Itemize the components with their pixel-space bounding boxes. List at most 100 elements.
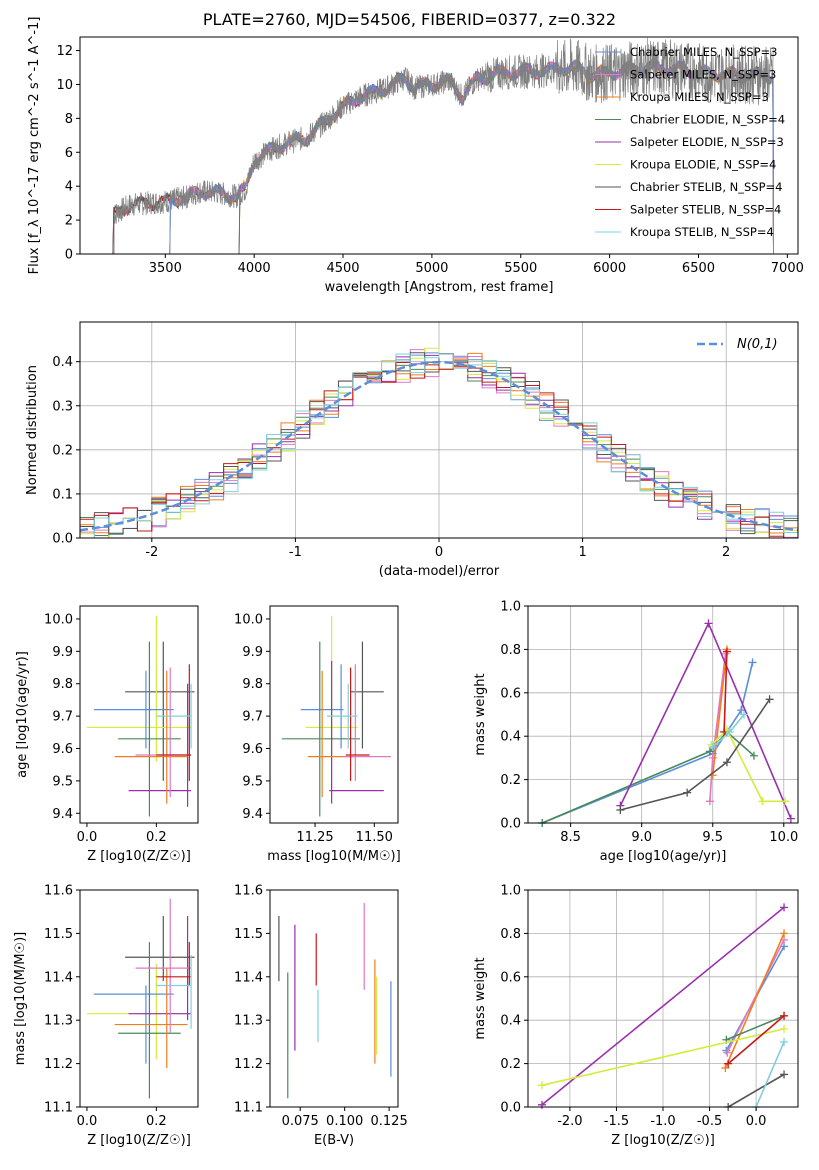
legend-label: Kroupa STELIB, N_SSP=4: [630, 225, 774, 239]
y-tick-label: 11.1: [44, 1101, 73, 1116]
y-tick-label: 9.9: [52, 645, 73, 660]
y-tick-label: 2: [65, 214, 73, 229]
x-tick-label: 11.50: [356, 830, 393, 845]
x-axis-label: mass [log10(M/M☉)]: [267, 849, 400, 864]
y-tick-label: 1.0: [500, 600, 521, 615]
x-tick-label: 0.100: [326, 1114, 363, 1129]
y-tick-label: 11.6: [234, 884, 263, 899]
x-tick-label: -1.0: [650, 1114, 675, 1129]
plot-frame: [79, 605, 199, 824]
weight-line: [723, 651, 728, 732]
weight-vs-age-panel: 8.5 9.0 9.5 10.0 0.0 0.2 0.4 0.6 0.8 1.0 age [log1…: [473, 600, 799, 864]
y-tick-label: 8: [65, 112, 73, 127]
weight-marker: [616, 805, 625, 814]
weight-marker: [780, 1070, 789, 1079]
weight-line: [726, 939, 785, 1054]
weight-marker: [704, 619, 713, 628]
weight-marker: [749, 751, 758, 760]
legend-label: Salpeter STELIB, N_SSP=4: [630, 203, 781, 217]
histogram-steps: [80, 353, 798, 538]
y-tick-label: 0.0: [500, 817, 521, 832]
y-tick-label: 0.8: [500, 643, 521, 658]
y-tick-label: 11.5: [44, 927, 73, 942]
x-tick-label: 4000: [238, 261, 271, 276]
legend-label: Salpeter ELODIE, N_SSP=3: [630, 135, 784, 149]
weight-marker: [723, 1048, 732, 1057]
legend-label: Chabrier ELODIE, N_SSP=4: [630, 113, 785, 127]
x-tick-label: 0.2: [146, 1114, 167, 1129]
x-tick-label: -2: [145, 545, 158, 560]
weight-marker: [780, 929, 789, 938]
weight-line: [727, 1073, 785, 1108]
y-tick-label: 0.6: [500, 970, 521, 985]
y-tick-label: 1.0: [500, 884, 521, 899]
y-tick-label: 0.2: [500, 1057, 521, 1072]
weight-marker: [748, 658, 757, 667]
weight-vs-z-panel: -2.0 -1.5 -1.0 -0.5 0.0 0.0 0.2 0.4 0.6 0.8 1.0 Z […: [473, 884, 799, 1148]
y-tick-label: 11.1: [234, 1101, 263, 1116]
x-tick-label: 2: [722, 545, 730, 560]
x-axis-label: wavelength [Angstrom, rest frame]: [325, 280, 554, 295]
weight-line: [620, 698, 771, 811]
weight-line: [724, 933, 785, 1069]
y-tick-label: 10.0: [234, 612, 263, 627]
weight-line: [541, 1028, 785, 1087]
y-tick-label: 12: [56, 44, 73, 59]
weight-line: [755, 1041, 785, 1108]
weight-marker: [758, 797, 767, 806]
histograms: [80, 347, 798, 538]
weight-marker: [780, 1011, 789, 1020]
y-tick-label: 11.4: [44, 970, 73, 985]
y-tick-label: 9.9: [242, 645, 263, 660]
y-axis-label: age [log10(age/yr)]: [15, 651, 30, 778]
x-tick-label: -1.5: [604, 1114, 629, 1129]
weight-marker: [765, 695, 774, 704]
y-tick-label: 10.0: [44, 612, 73, 627]
plot-frame: [79, 889, 199, 1108]
y-tick-label: 10: [56, 78, 73, 93]
x-tick-label: 5000: [415, 261, 448, 276]
y-tick-label: 9.5: [242, 774, 263, 789]
y-tick-label: 0.6: [500, 686, 521, 701]
y-tick-label: 9.8: [52, 677, 73, 692]
age-vs-z-panel: 0.0 0.2 9.4 9.5 9.6 9.7 9.8 9.9 10.0 Z [log10(Z/Z…: [15, 605, 199, 864]
y-tick-label: 11.3: [234, 1014, 263, 1029]
weight-marker: [786, 814, 795, 823]
weight-marker: [780, 903, 789, 912]
weight-marker: [725, 727, 734, 736]
data-spectrum-line: [113, 37, 774, 254]
weight-marker: [721, 1063, 730, 1072]
y-tick-label: 9.6: [242, 742, 263, 757]
x-tick-label: 11.25: [296, 830, 333, 845]
x-axis-label: E(B-V): [314, 1133, 354, 1148]
x-axis-label: (data-model)/error: [379, 564, 500, 579]
plot-frame: [527, 605, 799, 824]
age-vs-mass-panel: 11.25 11.50 9.4 9.5 9.6 9.7 9.8 9.9 10.0 mass [lo…: [234, 605, 401, 864]
weight-marker: [537, 1081, 546, 1090]
legend-label: Salpeter MILES, N_SSP=3: [630, 68, 776, 82]
x-tick-label: 0.0: [77, 830, 98, 845]
x-tick-label: 5500: [504, 261, 537, 276]
y-tick-label: 0.3: [52, 399, 73, 414]
y-tick-label: 9.4: [242, 807, 263, 822]
weight-marker: [705, 797, 714, 806]
plot-frame: [269, 889, 399, 1108]
y-tick-label: 11.4: [234, 970, 263, 985]
y-tick-label: 0.1: [52, 487, 73, 502]
x-tick-label: 6000: [593, 261, 626, 276]
y-tick-label: 0.0: [52, 532, 73, 547]
legend-label: Chabrier MILES, N_SSP=3: [630, 45, 777, 59]
y-tick-label: 9.6: [52, 742, 73, 757]
legend-label: N(0,1): [737, 337, 778, 352]
y-tick-label: 0.4: [500, 730, 521, 745]
y-axis-label: mass [log10(M/M☉)]: [13, 932, 28, 1065]
y-tick-label: 4: [65, 180, 73, 195]
weight-marker: [781, 797, 790, 806]
residuals-panel: -2 -1 0 1 2 0.0 0.1 0.2 0.3 0.4 (data-model)/error…: [25, 321, 799, 579]
y-tick-label: 0: [65, 248, 73, 263]
y-tick-label: 0.4: [500, 1014, 521, 1029]
x-tick-label: 3500: [149, 261, 182, 276]
weight-line: [541, 906, 785, 1106]
x-tick-label: 10.0: [769, 830, 798, 845]
